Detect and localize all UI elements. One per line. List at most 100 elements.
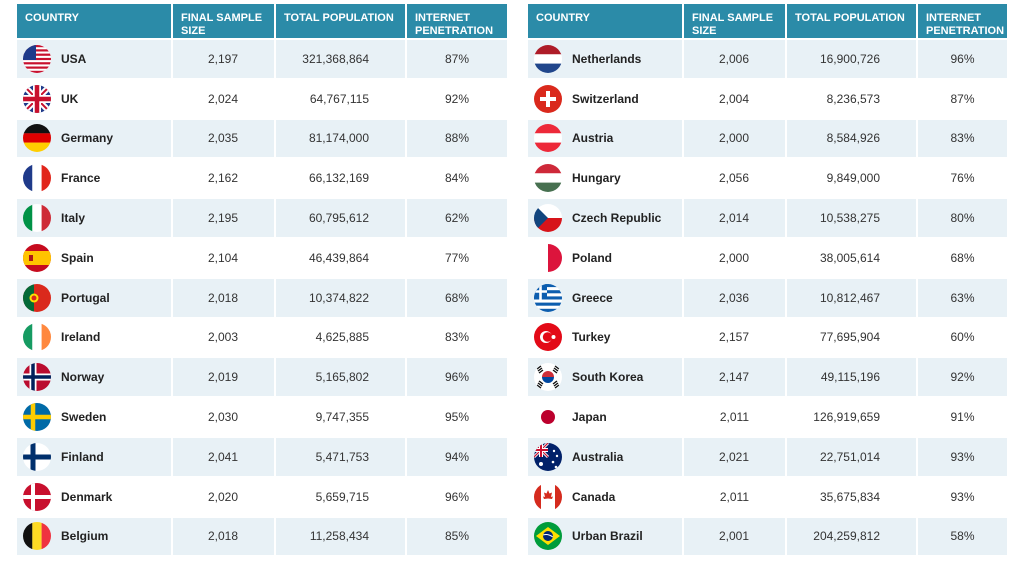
czech-flag-icon [534, 204, 562, 233]
sample-size-cell: 2,011 [683, 396, 787, 437]
sample-size-cell: 2,147 [683, 356, 787, 398]
austria-flag-icon [534, 124, 562, 153]
france-flag-icon [23, 164, 51, 193]
header-sample-size: FINAL SAMPLE SIZE [172, 4, 276, 39]
country-name: Canada [572, 489, 616, 504]
population-cell: 77,695,904 [786, 316, 918, 358]
sample-size-cell: 2,056 [683, 157, 787, 199]
population-cell: 321,368,864 [275, 38, 407, 79]
table-row: Italy 2,195 60,795,612 62% [17, 197, 507, 238]
country-name: Ireland [61, 330, 101, 345]
country-name: Germany [61, 131, 114, 146]
population-cell: 38,005,614 [786, 236, 918, 278]
internet-penetration-cell: 93% [917, 435, 1007, 477]
country-cell: Greece [528, 276, 684, 318]
country-cell: Spain [17, 236, 173, 278]
internet-penetration-cell: 68% [406, 276, 507, 318]
country-cell: UK [17, 77, 173, 119]
internet-penetration-cell: 76% [917, 157, 1007, 199]
table-body-right: Netherlands 2,006 16,900,726 96% Switzerland… [528, 38, 1007, 556]
germany-flag-icon [23, 124, 51, 153]
country-cell: Hungary [528, 157, 684, 199]
country-name: Urban Brazil [572, 529, 643, 544]
sample-size-cell: 2,030 [172, 396, 276, 437]
header-row: COUNTRY FINAL SAMPLE SIZE TOTAL POPULATI… [17, 4, 507, 39]
greece-flag-icon [534, 283, 562, 312]
country-name: Sweden [61, 410, 107, 425]
population-cell: 16,900,726 [786, 38, 918, 79]
table-row: Netherlands 2,006 16,900,726 96% [528, 38, 1007, 79]
country-name: Finland [61, 449, 104, 464]
ireland-flag-icon [23, 323, 51, 352]
country-cell: Czech Republic [528, 197, 684, 238]
country-cell: Austria [528, 117, 684, 159]
internet-penetration-cell: 92% [917, 356, 1007, 398]
internet-penetration-cell: 62% [406, 197, 507, 238]
country-name: Poland [572, 250, 613, 265]
sample-size-cell: 2,024 [172, 77, 276, 119]
internet-penetration-cell: 87% [406, 38, 507, 79]
internet-penetration-cell: 68% [917, 236, 1007, 278]
table-row: Germany 2,035 81,174,000 88% [17, 117, 507, 159]
internet-penetration-cell: 77% [406, 236, 507, 278]
country-name: Norway [61, 370, 105, 385]
internet-penetration-cell: 87% [917, 77, 1007, 119]
header-population: TOTAL POPULATION [275, 4, 407, 39]
internet-penetration-cell: 83% [406, 316, 507, 358]
country-cell: Germany [17, 117, 173, 159]
country-name: France [61, 171, 101, 186]
table-row: France 2,162 66,132,169 84% [17, 157, 507, 199]
population-cell: 64,767,115 [275, 77, 407, 119]
sample-size-cell: 2,003 [172, 316, 276, 358]
internet-penetration-cell: 93% [917, 475, 1007, 517]
header-internet-penetration: INTERNET PENETRATION [406, 4, 507, 39]
country-name: Denmark [61, 489, 113, 504]
population-cell: 9,747,355 [275, 396, 407, 437]
sample-size-cell: 2,000 [683, 117, 787, 159]
sample-size-cell: 2,104 [172, 236, 276, 278]
population-cell: 35,675,834 [786, 475, 918, 517]
population-cell: 81,174,000 [275, 117, 407, 159]
internet-penetration-cell: 88% [406, 117, 507, 159]
usa-flag-icon [23, 44, 51, 73]
internet-penetration-cell: 96% [406, 356, 507, 398]
population-cell: 22,751,014 [786, 435, 918, 477]
country-cell: Ireland [17, 316, 173, 358]
population-cell: 126,919,659 [786, 396, 918, 437]
turkey-flag-icon [534, 323, 562, 352]
header-country: COUNTRY [528, 4, 684, 39]
country-cell: Japan [528, 396, 684, 437]
sample-size-cell: 2,041 [172, 435, 276, 477]
uk-flag-icon [23, 84, 51, 113]
sample-size-cell: 2,018 [172, 276, 276, 318]
population-cell: 46,439,864 [275, 236, 407, 278]
norway-flag-icon [23, 363, 51, 392]
population-cell: 4,625,885 [275, 316, 407, 358]
country-cell: Switzerland [528, 77, 684, 119]
table-row: Spain 2,104 46,439,864 77% [17, 236, 507, 278]
japan-flag-icon [534, 403, 562, 432]
italy-flag-icon [23, 204, 51, 233]
country-cell: USA [17, 38, 173, 79]
country-name: South Korea [572, 370, 644, 385]
country-cell: Turkey [528, 316, 684, 358]
population-cell: 5,165,802 [275, 356, 407, 398]
table-row: Norway 2,019 5,165,802 96% [17, 356, 507, 398]
table-row: Portugal 2,018 10,374,822 68% [17, 276, 507, 318]
country-name: Japan [572, 410, 607, 425]
table-row: Urban Brazil 2,001 204,259,812 58% [528, 515, 1007, 556]
country-cell: Sweden [17, 396, 173, 437]
sample-size-cell: 2,020 [172, 475, 276, 517]
table-row: Poland 2,000 38,005,614 68% [528, 236, 1007, 278]
canada-flag-icon [534, 482, 562, 511]
population-cell: 11,258,434 [275, 515, 407, 556]
country-table-left: COUNTRY FINAL SAMPLE SIZE TOTAL POPULATI… [17, 4, 507, 556]
internet-penetration-cell: 80% [917, 197, 1007, 238]
country-cell: Australia [528, 435, 684, 477]
population-cell: 204,259,812 [786, 515, 918, 556]
population-cell: 9,849,000 [786, 157, 918, 199]
sample-size-cell: 2,197 [172, 38, 276, 79]
internet-penetration-cell: 84% [406, 157, 507, 199]
internet-penetration-cell: 94% [406, 435, 507, 477]
table-row: Finland 2,041 5,471,753 94% [17, 435, 507, 477]
